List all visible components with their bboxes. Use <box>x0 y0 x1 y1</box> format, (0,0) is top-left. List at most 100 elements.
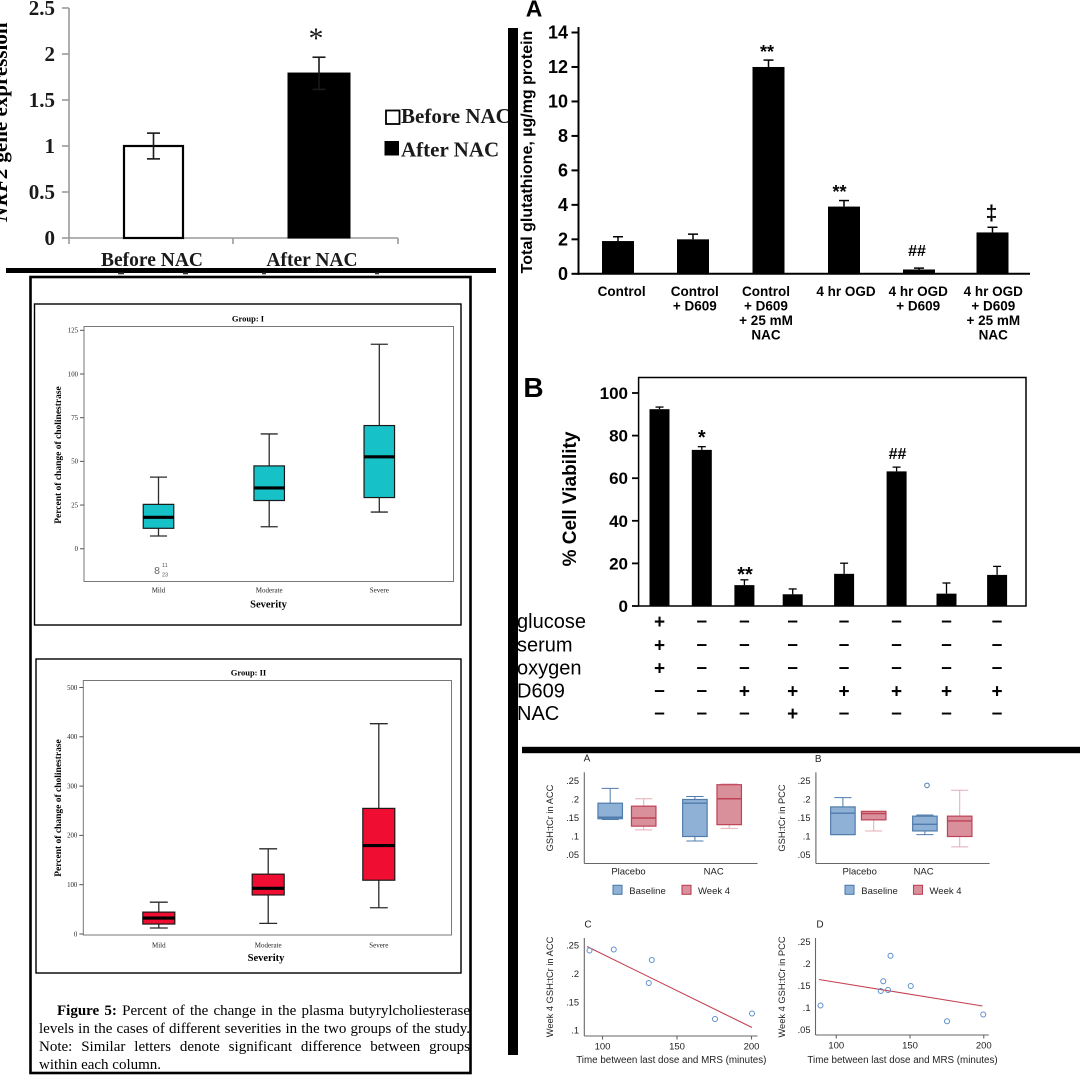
svg-text:–: – <box>941 658 952 679</box>
svg-text:14: 14 <box>548 23 568 43</box>
svg-text:300: 300 <box>67 783 78 790</box>
svg-text:**: ** <box>737 564 753 586</box>
svg-text:–: – <box>739 611 750 632</box>
svg-text:–: – <box>654 681 665 702</box>
svg-text:–: – <box>891 703 902 724</box>
svg-text:B: B <box>815 754 822 765</box>
svg-text:+: + <box>654 659 665 680</box>
svg-text:–: – <box>697 703 708 724</box>
svg-text:NAC: NAC <box>704 867 724 878</box>
svg-text:200: 200 <box>67 833 78 840</box>
svg-text:–: – <box>739 703 750 724</box>
svg-text:Week 4 GSH:tCr in ACC: Week 4 GSH:tCr in ACC <box>545 936 555 1037</box>
svg-text:Week 4: Week 4 <box>698 886 730 897</box>
svg-text:.15: .15 <box>798 813 811 823</box>
svg-text:‡: ‡ <box>986 202 998 225</box>
svg-text:25: 25 <box>71 502 78 509</box>
svg-text:.25: .25 <box>798 937 811 947</box>
svg-text:.05: .05 <box>798 1025 811 1035</box>
svg-text:1.5: 1.5 <box>29 88 55 112</box>
svg-text:Group: I: Group: I <box>232 314 265 324</box>
svg-text:–: – <box>787 635 798 656</box>
svg-text:–: – <box>992 658 1003 679</box>
svg-text:.2: .2 <box>571 795 579 805</box>
svg-text:Severe: Severe <box>369 942 388 950</box>
svg-text:After NAC: After NAC <box>401 138 499 162</box>
svg-text:+ D609: + D609 <box>971 299 1015 314</box>
svg-text:500: 500 <box>67 685 78 692</box>
svg-text:.2: .2 <box>803 959 811 969</box>
svg-text:+: + <box>891 682 902 703</box>
svg-text:100: 100 <box>600 384 628 403</box>
svg-text:Moderate: Moderate <box>256 587 283 595</box>
svg-text:*: * <box>698 427 706 449</box>
svg-text:Before NAC: Before NAC <box>101 250 203 271</box>
svg-text:Week 4: Week 4 <box>930 886 962 897</box>
svg-text:Time between last dose and MRS: Time between last dose and MRS (minutes) <box>807 1055 997 1066</box>
svg-text:6: 6 <box>558 160 568 180</box>
svg-text:–: – <box>697 658 708 679</box>
svg-text:.25: .25 <box>566 776 579 786</box>
svg-text:40: 40 <box>609 512 628 531</box>
svg-text:–: – <box>739 658 750 679</box>
svg-text:B: B <box>523 372 543 403</box>
svg-text:NAC: NAC <box>517 703 559 725</box>
svg-text:–: – <box>697 681 708 702</box>
svg-text:Percent of change of cholinest: Percent of change of cholinestrase <box>54 739 64 877</box>
svg-text:150: 150 <box>669 1042 685 1053</box>
svg-text:.1: .1 <box>803 1003 811 1013</box>
svg-text:–: – <box>839 658 850 679</box>
svg-text:–: – <box>697 635 708 656</box>
svg-text:C: C <box>584 920 591 931</box>
svg-text:Moderate: Moderate <box>255 942 282 950</box>
svg-text:0.5: 0.5 <box>29 180 55 204</box>
svg-text:After NAC: After NAC <box>266 250 357 271</box>
svg-text:–: – <box>941 635 952 656</box>
svg-text:.15: .15 <box>566 813 579 823</box>
svg-text:+ D609: + D609 <box>673 299 717 314</box>
svg-text:A: A <box>584 754 591 765</box>
svg-text:0: 0 <box>619 597 628 616</box>
svg-text:+: + <box>654 636 665 657</box>
svg-text:–: – <box>839 703 850 724</box>
svg-text:100: 100 <box>828 1041 844 1052</box>
svg-text:NAC: NAC <box>914 867 934 878</box>
svg-text:NRF2 gene expression: NRF2 gene expression <box>0 22 12 222</box>
svg-text:Severity: Severity <box>250 600 287 611</box>
svg-text:4 hr OGD: 4 hr OGD <box>964 284 1024 299</box>
svg-text:100: 100 <box>67 882 78 889</box>
svg-text:NAC: NAC <box>979 328 1008 343</box>
svg-text:23: 23 <box>162 573 168 579</box>
svg-text:Control: Control <box>742 284 790 299</box>
svg-text:4 hr OGD: 4 hr OGD <box>889 284 949 299</box>
svg-text:+: + <box>787 704 798 725</box>
svg-text:50: 50 <box>71 459 78 466</box>
svg-text:125: 125 <box>68 328 79 335</box>
svg-text:serum: serum <box>517 635 573 657</box>
svg-text:+: + <box>739 682 750 703</box>
svg-text:+ D609: + D609 <box>744 299 788 314</box>
svg-text:2: 2 <box>558 229 568 249</box>
svg-text:**: ** <box>832 182 846 202</box>
svg-text:–: – <box>654 703 665 724</box>
svg-text:400: 400 <box>67 734 78 741</box>
svg-text:2: 2 <box>45 42 56 66</box>
svg-text:0: 0 <box>74 931 78 938</box>
svg-text:–: – <box>839 635 850 656</box>
svg-text:##: ## <box>908 243 926 260</box>
svg-text:–: – <box>739 635 750 656</box>
svg-text:+: + <box>654 612 665 633</box>
svg-text:Percent of change of cholinest: Percent of change of cholinestrase <box>54 386 64 524</box>
svg-text:–: – <box>697 611 708 632</box>
svg-text:10: 10 <box>548 91 568 111</box>
svg-text:60: 60 <box>609 469 628 488</box>
svg-text:oxygen: oxygen <box>517 658 582 680</box>
svg-text:200: 200 <box>744 1042 760 1053</box>
svg-text:200: 200 <box>976 1041 992 1052</box>
svg-text:GSH:tCr in PCC: GSH:tCr in PCC <box>777 784 787 851</box>
svg-text:Baseline: Baseline <box>861 886 897 897</box>
svg-text:D: D <box>816 920 823 931</box>
svg-text:8: 8 <box>154 565 160 577</box>
svg-text:–: – <box>891 611 902 632</box>
svg-text:–: – <box>992 611 1003 632</box>
